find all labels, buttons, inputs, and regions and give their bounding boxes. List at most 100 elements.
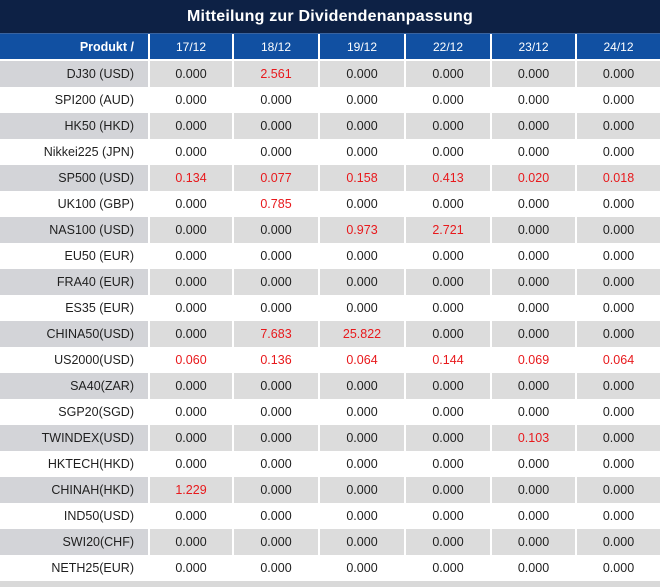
- dividend-value-cell: 0.000: [318, 373, 404, 399]
- product-cell: CHINA50(USD): [0, 321, 148, 347]
- product-cell: FRA40 (EUR): [0, 269, 148, 295]
- dividend-value-cell: 0.134: [148, 165, 232, 191]
- dividend-value-cell: 0.000: [232, 399, 318, 425]
- dividend-value-cell: 0.000: [148, 321, 232, 347]
- dividend-value-cell: 0.000: [575, 373, 660, 399]
- dividend-value-cell: 7.683: [232, 321, 318, 347]
- dividend-value-cell: 0.000: [148, 295, 232, 321]
- dividend-value-cell: 0.000: [148, 191, 232, 217]
- table-header-row: Produkt / 17/12 18/12 19/12 22/12 23/12 24/12: [0, 34, 660, 61]
- dividend-value-cell: 0.000: [232, 555, 318, 581]
- notice-title-bar: Mitteilung zur Dividendenanpassung: [0, 0, 660, 34]
- dividend-value-cell: 0.000: [148, 217, 232, 243]
- dividend-value-cell: 0.000: [490, 295, 575, 321]
- date-column-header: 17/12: [148, 34, 232, 61]
- dividend-value-cell: 0.000: [148, 425, 232, 451]
- dividend-value-cell: 0.000: [404, 477, 490, 503]
- date-column-header: 24/12: [575, 34, 660, 61]
- dividend-value-cell: 0.000: [404, 139, 490, 165]
- product-cell: ES35 (EUR): [0, 295, 148, 321]
- dividend-value-cell: 0.000: [404, 61, 490, 87]
- product-cell: SWI20(CHF): [0, 529, 148, 555]
- table-row: SA40(ZAR) 0.000 0.000 0.000 0.000 0.000 0.000: [0, 373, 660, 399]
- dividend-value-cell: 0.000: [404, 503, 490, 529]
- dividend-value-cell: 0.000: [490, 113, 575, 139]
- dividend-value-cell: 0.000: [232, 451, 318, 477]
- dividend-value-cell: 0.020: [490, 165, 575, 191]
- date-column-header: 19/12: [318, 34, 404, 61]
- dividend-value-cell: 0.000: [318, 529, 404, 555]
- dividend-value-cell: 0.000: [318, 87, 404, 113]
- dividend-value-cell: 0.000: [148, 243, 232, 269]
- dividend-value-cell: 0.000: [490, 555, 575, 581]
- date-column-header: 23/12: [490, 34, 575, 61]
- dividend-value-cell: 0.000: [490, 399, 575, 425]
- product-cell: SGP20(SGD): [0, 399, 148, 425]
- dividend-value-cell: 0.000: [318, 191, 404, 217]
- dividend-value-cell: 0.000: [490, 373, 575, 399]
- dividend-value-cell: 0.069: [490, 347, 575, 373]
- dividend-value-cell: 0.000: [148, 373, 232, 399]
- dividend-value-cell: 0.000: [575, 269, 660, 295]
- dividend-value-cell: 0.000: [232, 87, 318, 113]
- dividend-value-cell: 0.000: [318, 425, 404, 451]
- dividend-value-cell: 0.000: [575, 321, 660, 347]
- dividend-value-cell: 0.000: [148, 451, 232, 477]
- product-cell: US2000(USD): [0, 347, 148, 373]
- dividend-value-cell: 0.000: [232, 503, 318, 529]
- dividend-value-cell: 0.000: [318, 139, 404, 165]
- product-column-header: Produkt /: [0, 34, 148, 61]
- dividend-value-cell: 0.103: [490, 425, 575, 451]
- dividend-value-cell: 0.000: [318, 269, 404, 295]
- dividend-value-cell: 0.136: [232, 347, 318, 373]
- dividend-value-cell: 0.000: [575, 555, 660, 581]
- dividend-value-cell: 0.000: [318, 113, 404, 139]
- product-cell: NETH25(EUR): [0, 555, 148, 581]
- dividend-value-cell: 0.000: [318, 451, 404, 477]
- dividend-value-cell: 0.000: [148, 555, 232, 581]
- dividend-value-cell: 0.064: [575, 347, 660, 373]
- product-cell: SA40(ZAR): [0, 373, 148, 399]
- dividend-value-cell: 0.973: [318, 217, 404, 243]
- table-row: EU50 (EUR) 0.000 0.000 0.000 0.000 0.000 0.000: [0, 243, 660, 269]
- product-cell: IND50(USD): [0, 503, 148, 529]
- dividend-value-cell: 0.000: [404, 425, 490, 451]
- dividend-value-cell: 0.000: [148, 113, 232, 139]
- dividend-value-cell: 0.060: [148, 347, 232, 373]
- notice-title: Mitteilung zur Dividendenanpassung: [187, 7, 473, 25]
- table-row: SGP20(SGD) 0.000 0.000 0.000 0.000 0.000 0.000: [0, 399, 660, 425]
- dividend-value-cell: 0.000: [232, 529, 318, 555]
- dividend-value-cell: 0.785: [232, 191, 318, 217]
- dividend-value-cell: 0.000: [490, 451, 575, 477]
- dividend-value-cell: 0.000: [404, 269, 490, 295]
- dividend-value-cell: 0.000: [490, 477, 575, 503]
- date-column-header: 18/12: [232, 34, 318, 61]
- dividend-value-cell: 0.000: [404, 87, 490, 113]
- dividend-value-cell: 0.000: [490, 321, 575, 347]
- dividend-value-cell: 0.000: [232, 217, 318, 243]
- dividend-value-cell: 0.000: [148, 87, 232, 113]
- table-row: FRA40 (EUR) 0.000 0.000 0.000 0.000 0.000 0.00…: [0, 269, 660, 295]
- dividend-value-cell: 0.000: [404, 373, 490, 399]
- product-cell: DJ30 (USD): [0, 61, 148, 87]
- dividend-value-cell: 0.000: [232, 373, 318, 399]
- dividend-value-cell: 0.000: [318, 503, 404, 529]
- product-cell: UK100 (GBP): [0, 191, 148, 217]
- dividend-value-cell: 0.000: [404, 321, 490, 347]
- table-row: Nikkei225 (JPN) 0.000 0.000 0.000 0.000 0.000…: [0, 139, 660, 165]
- product-cell: HK50 (HKD): [0, 113, 148, 139]
- dividend-value-cell: 0.000: [575, 399, 660, 425]
- dividend-value-cell: 0.000: [490, 61, 575, 87]
- dividend-value-cell: 0.000: [404, 451, 490, 477]
- table-row: US2000(USD) 0.060 0.136 0.064 0.144 0.069 0.06…: [0, 347, 660, 373]
- dividend-value-cell: 2.561: [232, 61, 318, 87]
- dividend-value-cell: 0.000: [404, 113, 490, 139]
- dividend-value-cell: 0.000: [575, 425, 660, 451]
- dividend-value-cell: 0.000: [318, 295, 404, 321]
- product-cell: TWINDEX(USD): [0, 425, 148, 451]
- dividend-value-cell: 0.000: [490, 191, 575, 217]
- table-body: DJ30 (USD) 0.000 2.561 0.000 0.000 0.000 0.000…: [0, 61, 660, 581]
- product-cell: Nikkei225 (JPN): [0, 139, 148, 165]
- dividend-value-cell: 0.000: [575, 139, 660, 165]
